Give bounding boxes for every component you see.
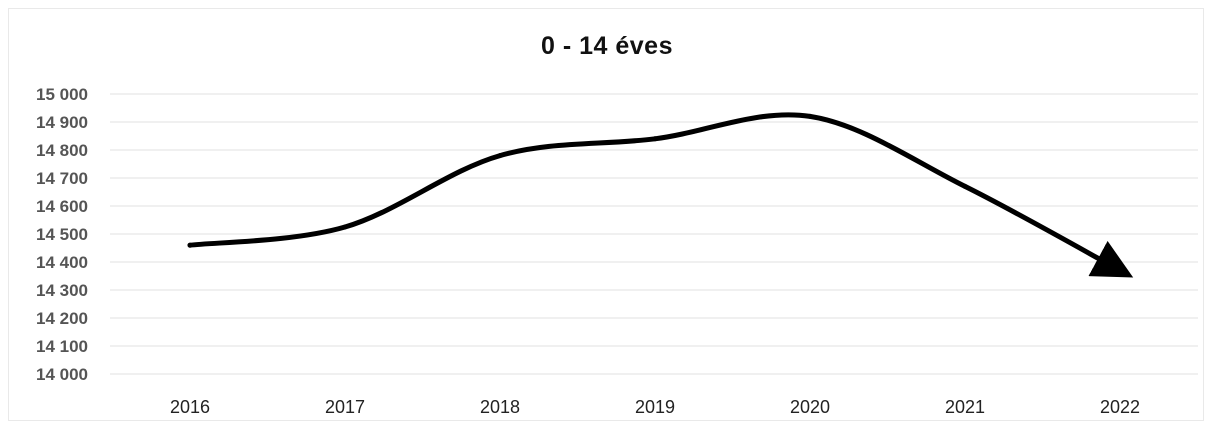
chart-frame — [8, 8, 1204, 421]
x-tick-label: 2019 — [635, 397, 675, 417]
x-tick-label: 2022 — [1100, 397, 1140, 417]
y-tick-label: 14 900 — [36, 113, 88, 132]
x-axis-ticks: 2016 2017 2018 2019 2020 2021 2022 — [170, 397, 1140, 417]
y-tick-label: 14 700 — [36, 169, 88, 188]
x-tick-label: 2016 — [170, 397, 210, 417]
y-tick-label: 14 800 — [36, 141, 88, 160]
x-tick-label: 2018 — [480, 397, 520, 417]
data-point — [652, 136, 658, 142]
y-tick-label: 14 000 — [36, 365, 88, 384]
x-tick-label: 2020 — [790, 397, 830, 417]
x-tick-label: 2017 — [325, 397, 365, 417]
data-point — [497, 153, 503, 159]
series-layer — [187, 112, 1134, 278]
data-point — [962, 183, 968, 189]
gridlines — [110, 93, 1198, 375]
y-axis-ticks: 14 000 14 100 14 200 14 300 14 400 14 500 14 6… — [36, 85, 88, 384]
chart-title: 0 - 14 éves — [541, 32, 673, 60]
data-point — [187, 242, 193, 248]
x-tick-label: 2021 — [945, 397, 985, 417]
data-point — [1117, 267, 1123, 273]
y-tick-label: 14 200 — [36, 309, 88, 328]
y-tick-label: 14 300 — [36, 281, 88, 300]
y-tick-label: 14 100 — [36, 337, 88, 356]
y-tick-label: 14 400 — [36, 253, 88, 272]
y-tick-label: 15 000 — [36, 85, 88, 104]
y-tick-label: 14 600 — [36, 197, 88, 216]
data-point — [807, 113, 813, 119]
y-tick-label: 14 500 — [36, 225, 88, 244]
data-point — [342, 224, 348, 230]
